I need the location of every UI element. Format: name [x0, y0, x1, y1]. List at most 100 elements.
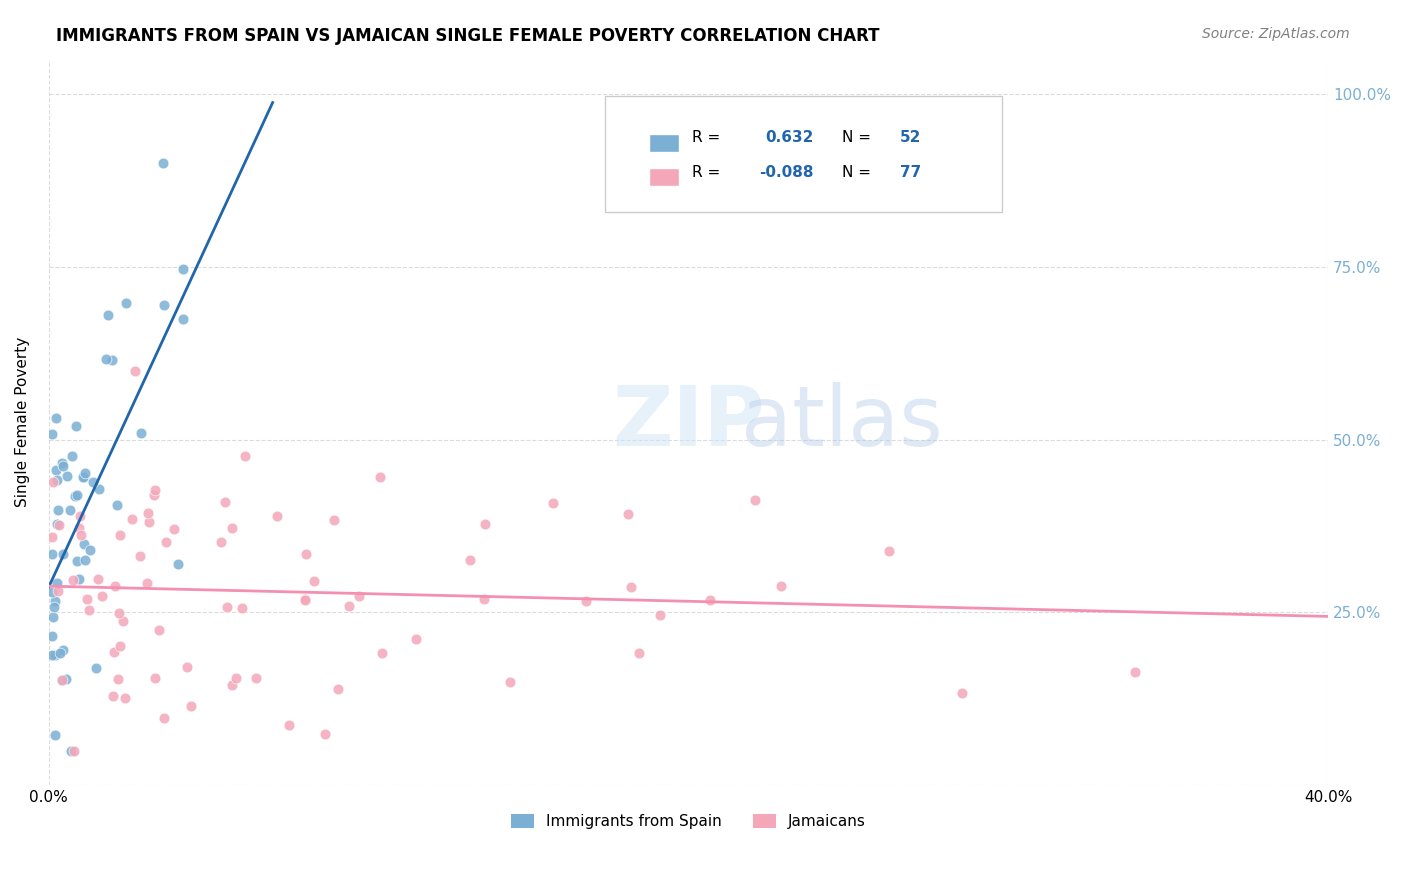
Point: [52, 459, 75, 474]
Text: N =: N =: [842, 130, 870, 145]
Point: [136, 506, 159, 520]
Point: [41, 629, 63, 643]
Point: [73, 469, 96, 483]
Point: [90, 589, 112, 603]
Point: [176, 659, 198, 673]
Point: [163, 522, 186, 536]
Point: [172, 311, 194, 326]
FancyBboxPatch shape: [648, 135, 679, 152]
Point: [41, 547, 63, 561]
Point: [627, 646, 650, 660]
Point: [101, 353, 124, 368]
Point: [42, 475, 65, 490]
Point: [474, 516, 496, 531]
Point: [52, 547, 75, 561]
Point: [124, 363, 146, 377]
Point: [245, 671, 267, 685]
Point: [221, 678, 243, 692]
Point: [41, 648, 63, 663]
Point: [349, 589, 371, 603]
Point: [89, 482, 111, 496]
Point: [770, 579, 793, 593]
Y-axis label: Single Female Poverty: Single Female Poverty: [15, 337, 30, 508]
Point: [575, 594, 598, 608]
Point: [214, 495, 236, 509]
Point: [337, 599, 360, 614]
Point: [63, 490, 86, 504]
Point: [138, 516, 160, 530]
Point: [101, 690, 124, 704]
Point: [45, 411, 67, 425]
Point: [44, 594, 66, 608]
Point: [115, 296, 138, 310]
Point: [103, 645, 125, 659]
Point: [73, 467, 96, 481]
Point: [87, 572, 110, 586]
Point: [51, 673, 73, 687]
Point: [155, 535, 177, 549]
Point: [145, 483, 167, 497]
Point: [121, 512, 143, 526]
Point: [472, 591, 495, 606]
Point: [405, 632, 427, 647]
Point: [41, 610, 63, 624]
Point: [278, 718, 301, 732]
Point: [368, 470, 391, 484]
Point: [294, 593, 316, 607]
Point: [62, 743, 84, 757]
FancyBboxPatch shape: [648, 169, 679, 186]
Point: [46, 576, 69, 591]
Text: atlas: atlas: [741, 382, 943, 463]
Point: [49, 646, 72, 660]
Point: [48, 518, 70, 533]
Point: [97, 308, 120, 322]
Point: [152, 156, 174, 170]
Point: [180, 698, 202, 713]
Point: [41, 584, 63, 599]
Legend: Immigrants from Spain, Jamaicans: Immigrants from Spain, Jamaicans: [505, 808, 872, 836]
Point: [231, 601, 253, 615]
Point: [153, 298, 176, 312]
Point: [82, 475, 104, 489]
Text: R =: R =: [692, 130, 720, 145]
Point: [55, 469, 77, 483]
Point: [70, 527, 93, 541]
Point: [60, 743, 83, 757]
Point: [111, 615, 134, 629]
Point: [620, 580, 643, 594]
Point: [72, 469, 94, 483]
Point: [51, 456, 73, 470]
Point: [143, 488, 166, 502]
Point: [44, 727, 66, 741]
FancyBboxPatch shape: [606, 95, 1002, 212]
Point: [67, 521, 90, 535]
Point: [129, 425, 152, 440]
Text: N =: N =: [842, 164, 870, 179]
Point: [648, 607, 671, 622]
Point: [59, 503, 82, 517]
Point: [41, 530, 63, 544]
Point: [45, 463, 67, 477]
Point: [84, 661, 107, 675]
Point: [302, 574, 325, 589]
Point: [108, 606, 131, 620]
Point: [167, 557, 190, 571]
Text: R =: R =: [692, 164, 720, 179]
Point: [67, 572, 90, 586]
Point: [45, 516, 67, 531]
Point: [65, 418, 87, 433]
Point: [1123, 665, 1146, 679]
Text: 52: 52: [900, 130, 921, 145]
Point: [108, 528, 131, 542]
Point: [45, 473, 67, 487]
Point: [55, 672, 77, 686]
Text: 77: 77: [900, 164, 921, 179]
Text: -0.088: -0.088: [759, 164, 813, 179]
Point: [79, 542, 101, 557]
Text: IMMIGRANTS FROM SPAIN VS JAMAICAN SINGLE FEMALE POVERTY CORRELATION CHART: IMMIGRANTS FROM SPAIN VS JAMAICAN SINGLE…: [56, 27, 880, 45]
Point: [371, 646, 394, 660]
Point: [107, 672, 129, 686]
Point: [541, 496, 564, 510]
Point: [62, 573, 84, 587]
Point: [225, 671, 247, 685]
